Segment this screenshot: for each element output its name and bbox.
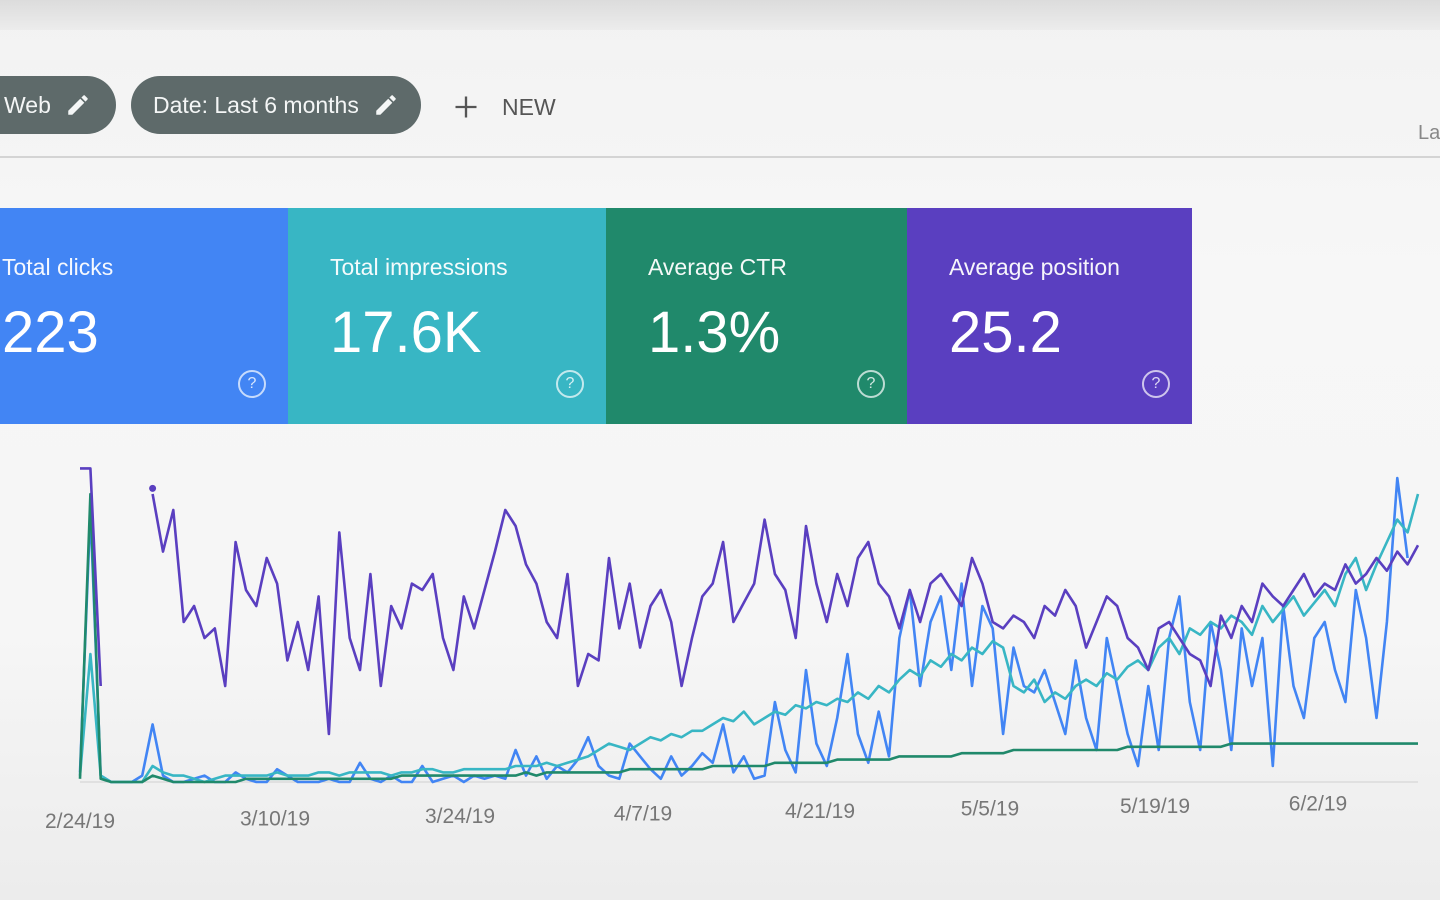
x-tick-label: 5/5/19 bbox=[961, 798, 1019, 821]
add-filter-label: NEW bbox=[502, 93, 556, 120]
metric-card-total-impressions[interactable]: Total impressions 17.6K ? bbox=[288, 208, 606, 424]
edit-pencil-icon bbox=[68, 95, 88, 115]
edit-pencil-icon bbox=[376, 95, 396, 115]
search-type-chip[interactable]: Web bbox=[0, 76, 116, 134]
x-tick-label: 3/24/19 bbox=[425, 805, 495, 828]
filter-bar: Web Date: Last 6 months NEW La bbox=[0, 64, 1440, 154]
metric-value: 17.6K bbox=[330, 300, 482, 365]
metric-card-average-position[interactable]: Average position 25.2 ? bbox=[907, 208, 1192, 424]
window-top-strip bbox=[0, 0, 1440, 30]
series-line-2 bbox=[78, 492, 1418, 784]
series-point-marker bbox=[149, 484, 157, 492]
help-icon[interactable]: ? bbox=[238, 370, 266, 398]
date-range-chip[interactable]: Date: Last 6 months bbox=[131, 76, 421, 134]
plus-icon bbox=[455, 96, 477, 118]
x-tick-label: 3/10/19 bbox=[240, 808, 310, 831]
metric-label: Total clicks bbox=[2, 254, 114, 280]
metric-label: Total impressions bbox=[330, 254, 508, 280]
metric-value: 223 bbox=[2, 300, 99, 365]
performance-chart: 2/24/19 3/10/19 3/24/19 4/7/19 4/21/19 5/5/19… bbox=[0, 440, 1440, 860]
metric-card-total-clicks[interactable]: Total clicks 223 ? bbox=[0, 208, 288, 424]
search-type-chip-label: Web bbox=[4, 91, 51, 118]
x-tick-label: 6/2/19 bbox=[1289, 793, 1347, 816]
divider bbox=[0, 156, 1440, 158]
performance-chart-svg: 2/24/19 3/10/19 3/24/19 4/7/19 4/21/19 5/5/19… bbox=[45, 467, 1420, 833]
metric-value: 1.3% bbox=[648, 300, 781, 365]
metric-cards: Total clicks 223 ? Total impressions 17.… bbox=[0, 208, 1192, 426]
metric-label: Average position bbox=[949, 254, 1120, 280]
series-line-3 bbox=[80, 467, 1420, 736]
series-line-1 bbox=[78, 493, 1420, 784]
x-tick-label: 2/24/19 bbox=[45, 810, 115, 833]
truncated-right-label: La bbox=[1418, 122, 1440, 144]
help-icon[interactable]: ? bbox=[857, 370, 885, 398]
x-tick-label: 4/7/19 bbox=[614, 803, 672, 826]
help-icon[interactable]: ? bbox=[1142, 370, 1170, 398]
help-icon[interactable]: ? bbox=[556, 370, 584, 398]
metric-label: Average CTR bbox=[648, 254, 787, 280]
x-tick-label: 4/21/19 bbox=[785, 800, 855, 823]
date-range-chip-label: Date: Last 6 months bbox=[153, 91, 359, 118]
x-tick-label: 5/19/19 bbox=[1120, 795, 1190, 818]
series-line-0 bbox=[78, 476, 1409, 784]
metric-card-average-ctr[interactable]: Average CTR 1.3% ? bbox=[606, 208, 907, 424]
metric-value: 25.2 bbox=[949, 300, 1062, 365]
add-filter-button[interactable]: NEW bbox=[452, 82, 556, 132]
